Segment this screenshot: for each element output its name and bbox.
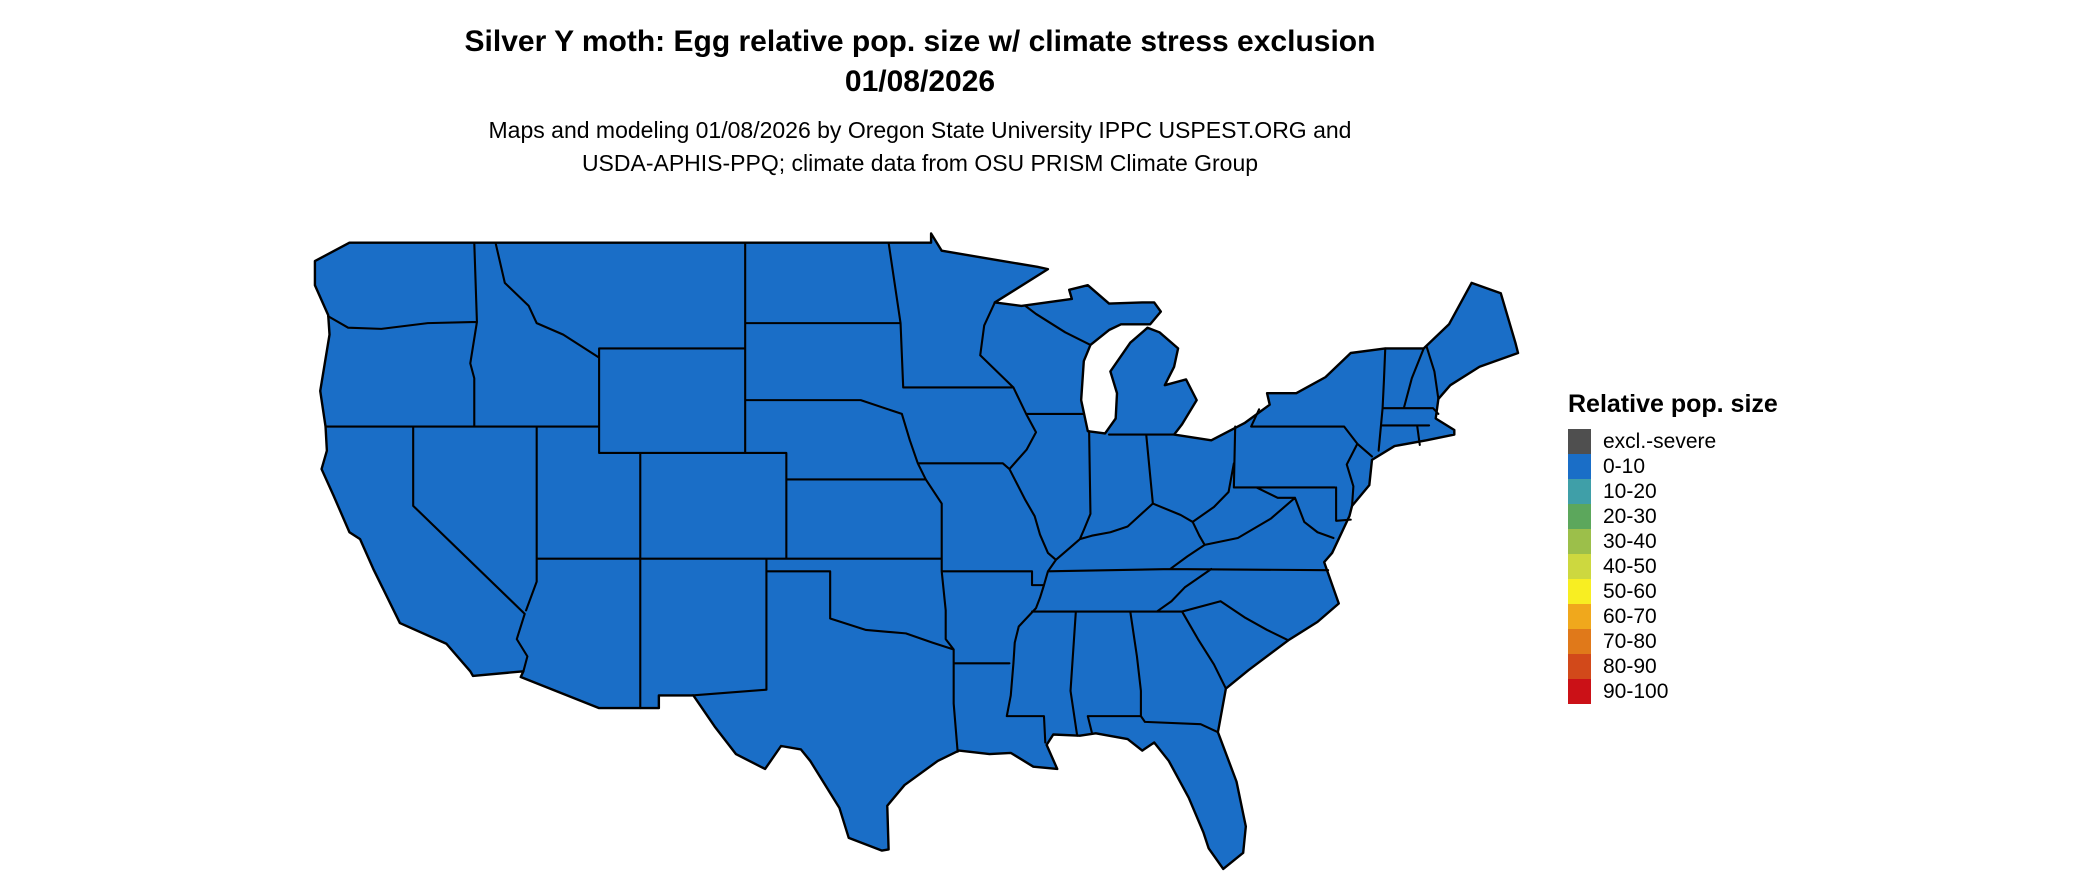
legend-item: 0-10 <box>1568 454 1778 479</box>
legend-item: 20-30 <box>1568 504 1778 529</box>
header: Silver Y moth: Egg relative pop. size w/… <box>0 22 1840 180</box>
legend-item: 10-20 <box>1568 479 1778 504</box>
legend-swatch <box>1568 579 1591 604</box>
legend-label: 0-10 <box>1603 454 1646 478</box>
legend-label: 70-80 <box>1603 629 1657 653</box>
legend-swatch <box>1568 504 1591 529</box>
legend-item: 50-60 <box>1568 579 1778 604</box>
legend-item: 40-50 <box>1568 554 1778 579</box>
legend-label: 40-50 <box>1603 554 1657 578</box>
legend-swatch <box>1568 454 1591 479</box>
legend-swatch <box>1568 629 1591 654</box>
legend-label: 90-100 <box>1603 679 1669 703</box>
legend-items: excl.-severe 0-10 10-20 20-30 30-40 40-50 50-6… <box>1568 429 1778 704</box>
legend-label: 20-30 <box>1603 504 1657 528</box>
legend-item: 90-100 <box>1568 679 1778 704</box>
legend-swatch <box>1568 429 1591 454</box>
legend-item: excl.-severe <box>1568 429 1778 454</box>
legend-swatch <box>1568 679 1591 704</box>
legend-item: 80-90 <box>1568 654 1778 679</box>
legend-item: 30-40 <box>1568 529 1778 554</box>
legend-label: 80-90 <box>1603 654 1657 678</box>
map-subtitle-line-2: USDA-APHIS-PPQ; climate data from OSU PR… <box>581 150 1259 176</box>
map-title: Silver Y moth: Egg relative pop. size w/… <box>464 25 1376 58</box>
legend-item: 70-80 <box>1568 629 1778 654</box>
legend-label: 60-70 <box>1603 604 1657 628</box>
legend-item: 60-70 <box>1568 604 1778 629</box>
us-map <box>295 222 1530 877</box>
legend: Relative pop. size excl.-severe 0-10 10-20… <box>1568 390 1778 704</box>
legend-swatch <box>1568 604 1591 629</box>
us-map-svg <box>295 222 1530 877</box>
legend-label: 50-60 <box>1603 579 1657 603</box>
map-title-date: 01/08/2026 <box>844 65 996 98</box>
legend-label: 10-20 <box>1603 479 1657 503</box>
us-map-shape <box>315 233 1518 868</box>
legend-swatch <box>1568 479 1591 504</box>
legend-swatch <box>1568 554 1591 579</box>
map-subtitle-line-1: Maps and modeling 01/08/2026 by Oregon S… <box>488 117 1352 143</box>
legend-swatch <box>1568 654 1591 679</box>
legend-swatch <box>1568 529 1591 554</box>
legend-label: excl.-severe <box>1603 429 1717 453</box>
state-borders <box>326 243 1439 752</box>
map-subtitle: Maps and modeling 01/08/2026 by Oregon S… <box>0 114 1840 180</box>
legend-title: Relative pop. size <box>1568 390 1778 418</box>
legend-label: 30-40 <box>1603 529 1657 553</box>
